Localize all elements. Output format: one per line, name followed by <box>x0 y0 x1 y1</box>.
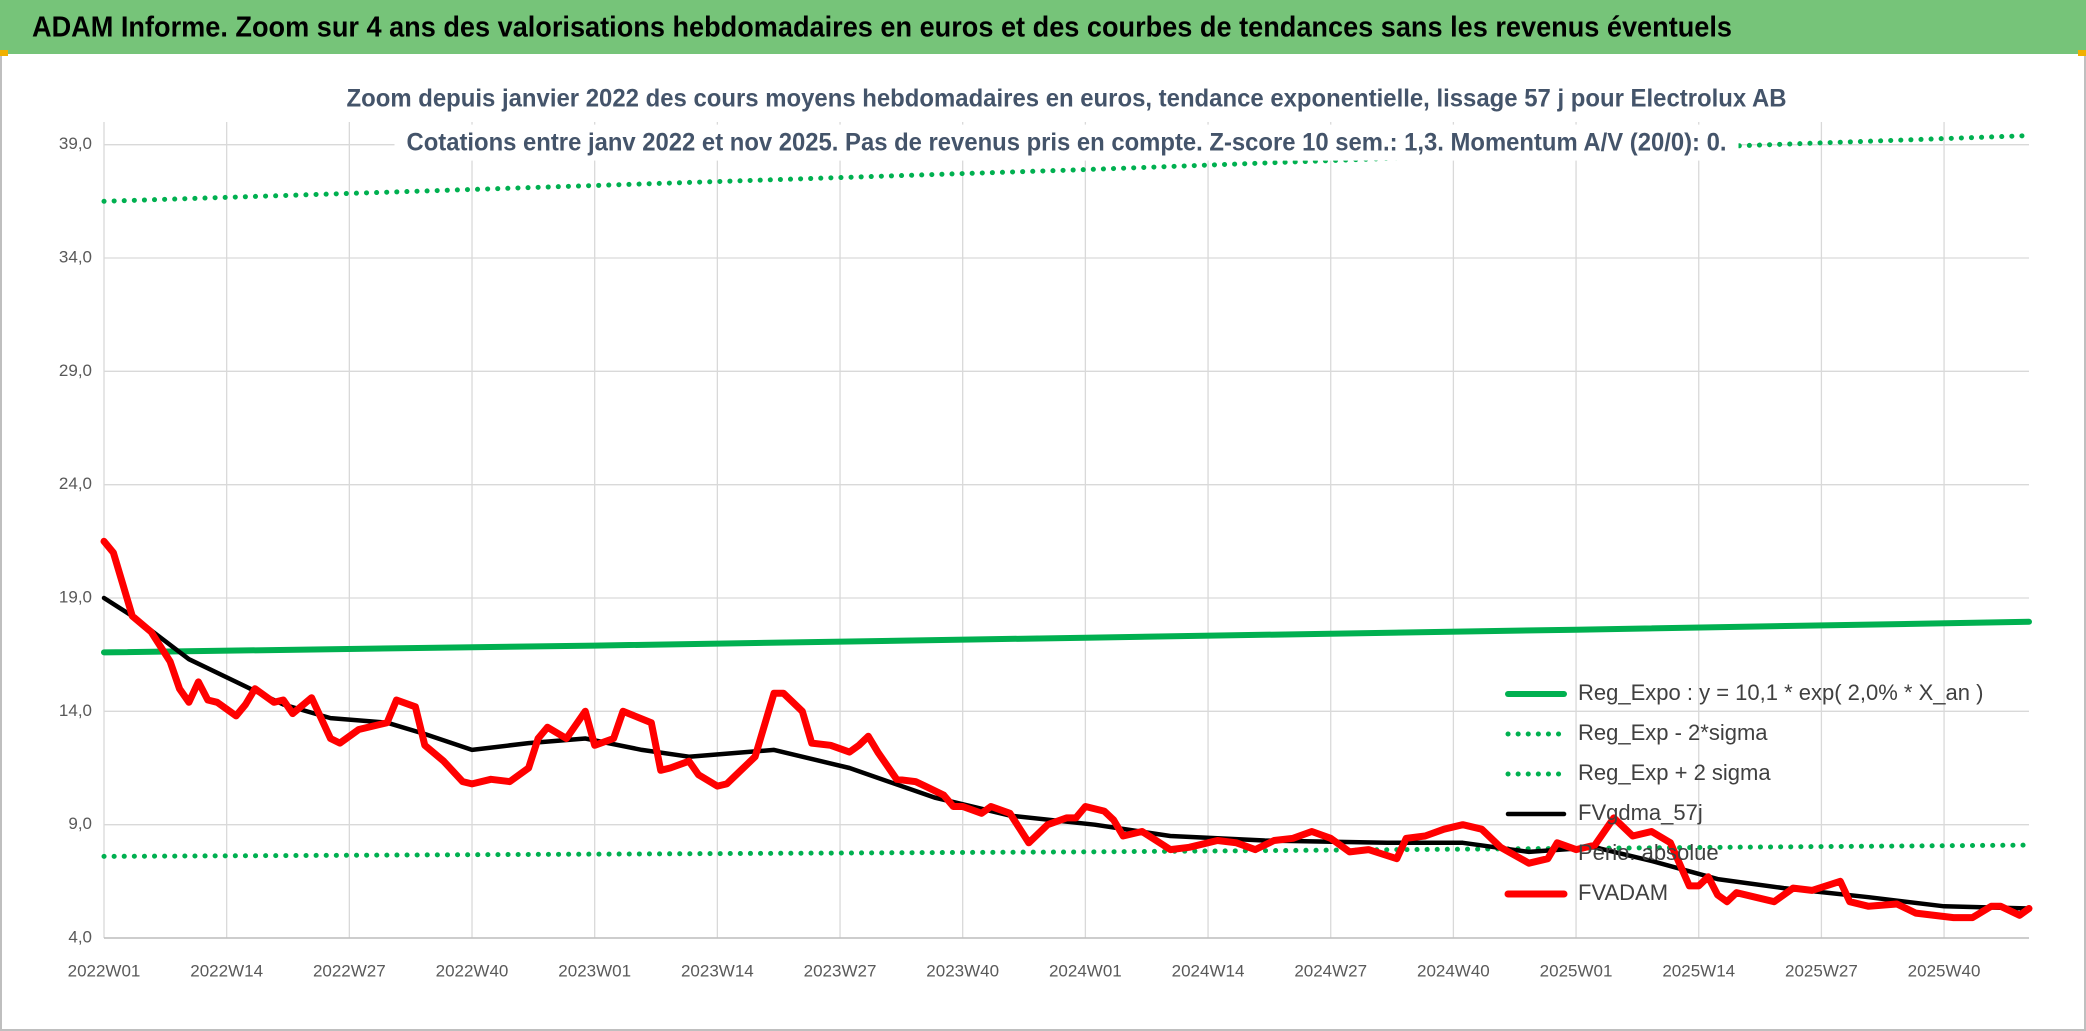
x-tick-label: 2024W01 <box>1049 961 1122 980</box>
y-tick-label: 9,0 <box>68 814 92 833</box>
series-line <box>101 618 2032 656</box>
x-tick-label: 2023W40 <box>926 961 999 980</box>
x-tick-label: 2025W40 <box>1908 961 1981 980</box>
y-tick-label: 14,0 <box>59 701 92 720</box>
y-tick-label: 4,0 <box>68 927 92 946</box>
chart-title: Zoom depuis janvier 2022 des cours moyen… <box>347 85 1787 113</box>
x-tick-label: 2022W27 <box>313 961 386 980</box>
legend-label: FVADAM <box>1578 880 1668 905</box>
corner <box>2078 50 2086 56</box>
x-tick-label: 2022W14 <box>190 961 263 980</box>
x-tick-label: 2025W27 <box>1785 961 1858 980</box>
legend-label: FVgdma_57j <box>1578 800 1703 825</box>
y-tick-label: 24,0 <box>59 474 92 493</box>
legend-label: Reg_Exp - 2*sigma <box>1578 720 1768 745</box>
y-tick-label: 34,0 <box>59 247 92 266</box>
x-tick-label: 2025W14 <box>1662 961 1735 980</box>
x-tick-label: 2023W01 <box>558 961 631 980</box>
x-tick-label: 2024W27 <box>1294 961 1367 980</box>
x-tick-label: 2025W01 <box>1540 961 1613 980</box>
x-tick-label: 2022W01 <box>68 961 141 980</box>
series-line <box>101 595 2032 911</box>
y-tick-label: 19,0 <box>59 587 92 606</box>
corner <box>0 50 8 56</box>
y-tick-label: 29,0 <box>59 361 92 380</box>
x-tick-label: 2024W40 <box>1417 961 1490 980</box>
legend-label: Perio. absolue <box>1578 840 1719 865</box>
x-tick-label: 2022W40 <box>436 961 509 980</box>
title-backdrop <box>334 80 1799 117</box>
x-tick-label: 2023W27 <box>804 961 877 980</box>
y-tick-label: 39,0 <box>59 134 92 153</box>
series-line <box>100 537 2033 922</box>
header-title: ADAM Informe. Zoom sur 4 ans des valoris… <box>32 12 1732 44</box>
header-bar <box>0 0 2086 54</box>
x-tick-label: 2024W14 <box>1172 961 1245 980</box>
chart-subtitle: Cotations entre janv 2022 et nov 2025. P… <box>407 129 1727 157</box>
series-line <box>101 842 2032 859</box>
legend-label: Reg_Exp + 2 sigma <box>1578 760 1771 785</box>
title-backdrop <box>394 124 1739 161</box>
legend-label: Reg_Expo : y = 10,1 * exp( 2,0% * X_an ) <box>1578 680 1983 705</box>
x-tick-label: 2023W14 <box>681 961 754 980</box>
